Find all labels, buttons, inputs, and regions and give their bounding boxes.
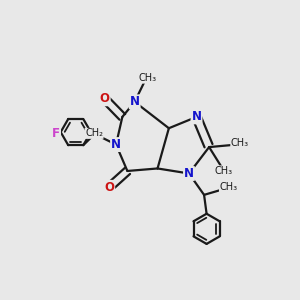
Text: CH₃: CH₃: [139, 73, 157, 83]
Text: CH₃: CH₃: [214, 166, 232, 176]
Text: O: O: [104, 181, 114, 194]
Text: N: N: [111, 138, 121, 151]
Text: CH₂: CH₂: [85, 128, 103, 138]
Text: N: N: [130, 95, 140, 108]
Text: O: O: [100, 92, 110, 105]
Text: F: F: [52, 127, 60, 140]
Text: CH₃: CH₃: [220, 182, 238, 192]
Text: N: N: [191, 110, 202, 123]
Text: CH₃: CH₃: [231, 138, 249, 148]
Text: N: N: [184, 167, 194, 180]
